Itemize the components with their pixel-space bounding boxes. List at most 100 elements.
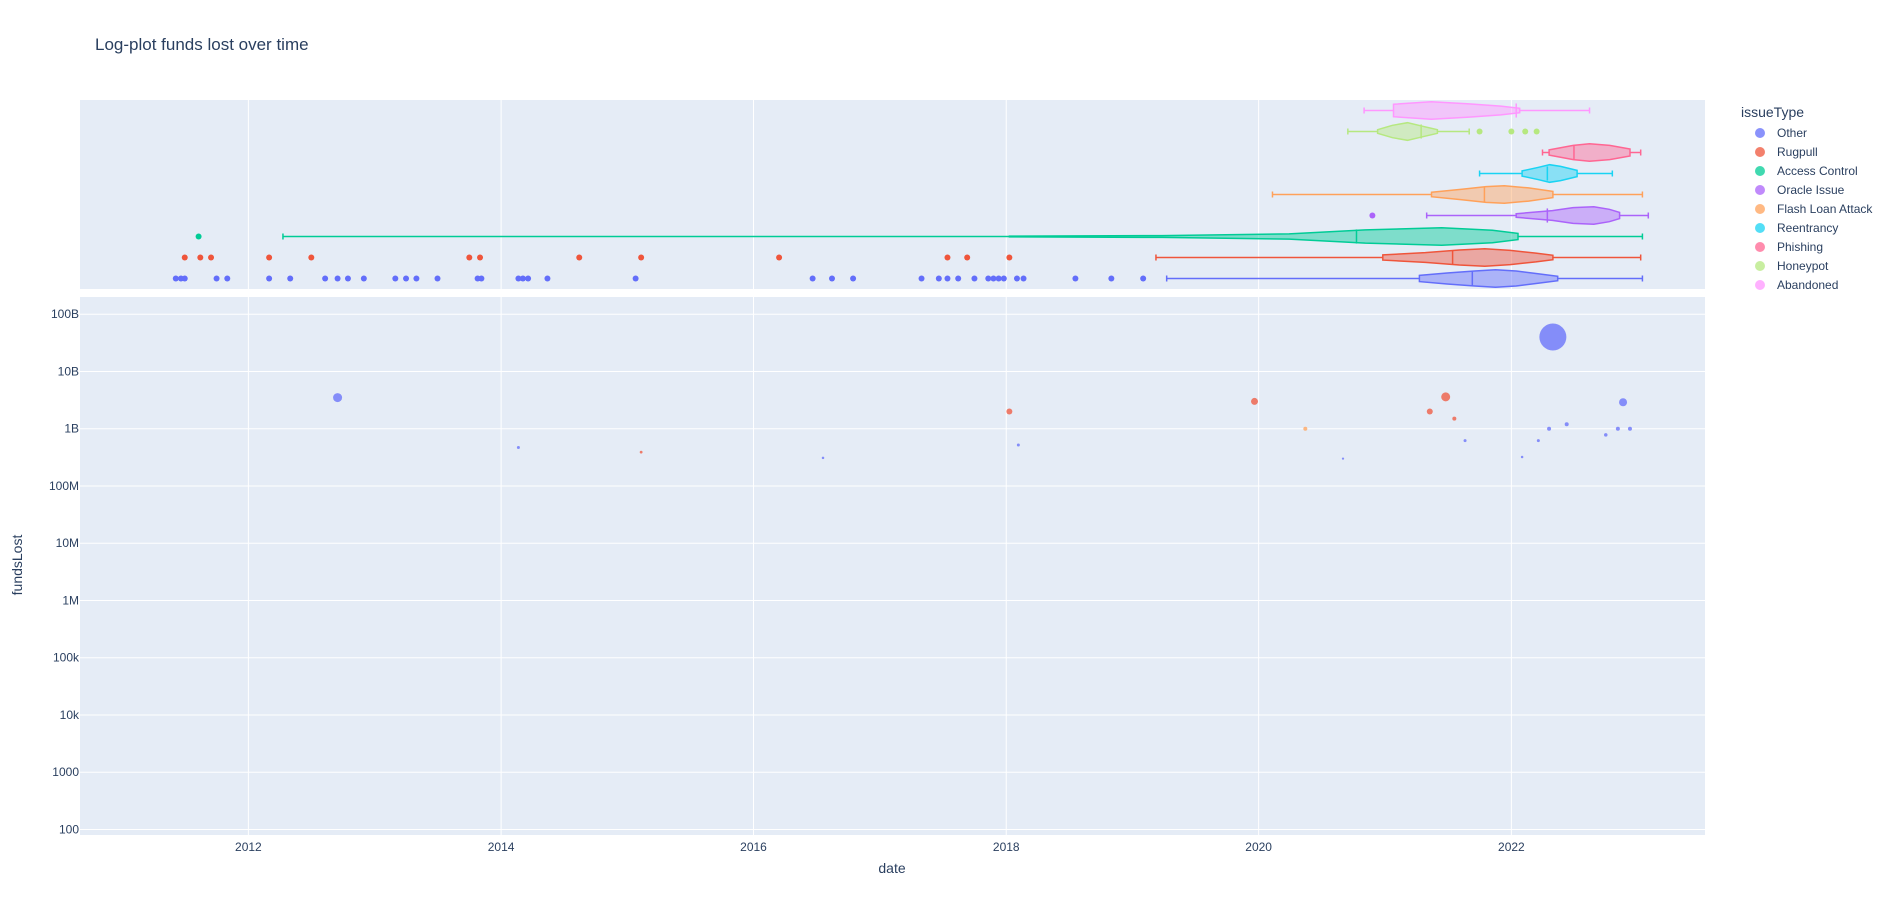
violin-body <box>1515 205 1621 226</box>
rug-point-other <box>344 275 351 282</box>
y-tick-label: 10k <box>60 708 80 722</box>
main-plot-area <box>80 297 1705 835</box>
rug-point-other <box>1108 275 1115 282</box>
data-point-flash-loan-attack[interactable] <box>1303 426 1308 431</box>
rug-point-other <box>287 275 294 282</box>
rug-point-honeypot <box>1508 128 1515 135</box>
violin-body <box>1418 268 1559 289</box>
rug-point-rugpull <box>181 254 188 261</box>
y-tick-label: 1000 <box>52 765 79 779</box>
y-tick-label: 100M <box>49 479 79 493</box>
x-tick-label: 2014 <box>488 840 515 854</box>
violin-body <box>1548 142 1631 163</box>
axis-ticks: 2012 2014 2016 2018 2020 2022 100B 10B 1B 100M 10M… <box>49 307 1525 854</box>
legend-title: issueType <box>1741 104 1804 120</box>
legend-label: Access Control <box>1777 164 1858 178</box>
rug-point-other <box>213 275 220 282</box>
data-point-other[interactable] <box>1627 426 1632 431</box>
rug-point-other <box>360 275 367 282</box>
rug-point-other <box>181 275 188 282</box>
data-point-rugpull[interactable] <box>1452 416 1457 421</box>
legend-item-oracle-issue[interactable]: Oracle Issue <box>1755 183 1845 197</box>
data-point-rugpull[interactable] <box>1006 408 1013 415</box>
data-point-other[interactable] <box>821 456 825 460</box>
violin-body <box>1382 247 1554 268</box>
data-point-other[interactable] <box>1547 426 1552 431</box>
rug-point-other <box>519 275 526 282</box>
legend-marker <box>1755 128 1765 138</box>
x-tick-label: 2012 <box>235 840 262 854</box>
marginal-violins <box>282 100 1650 289</box>
legend-item-reentrancy[interactable]: Reentrancy <box>1755 221 1838 235</box>
rug-point-other <box>995 275 1002 282</box>
data-point-rugpull[interactable] <box>1426 408 1433 415</box>
rug-point-other <box>515 275 522 282</box>
rug-point-other <box>809 275 816 282</box>
x-axis-title: date <box>878 860 905 876</box>
data-point-rugpull[interactable] <box>1250 397 1258 405</box>
data-point-rugpull[interactable] <box>1441 392 1451 402</box>
rug-point-other <box>392 275 399 282</box>
data-point-other[interactable] <box>1341 457 1345 460</box>
data-point-other[interactable] <box>1619 398 1628 407</box>
data-point-other[interactable] <box>1539 323 1567 351</box>
rug-point-other <box>944 275 951 282</box>
rug-point-rugpull <box>964 254 971 261</box>
y-tick-label: 1B <box>64 422 79 436</box>
legend-label: Oracle Issue <box>1777 183 1845 197</box>
data-point-other[interactable] <box>1564 422 1569 427</box>
rug-point-other <box>828 275 835 282</box>
rug-point-rugpull <box>576 254 583 261</box>
rug-point-oracle-issue <box>1369 212 1376 219</box>
legend-item-rugpull[interactable]: Rugpull <box>1755 145 1818 159</box>
gridlines <box>80 100 1705 835</box>
x-tick-label: 2022 <box>1498 840 1525 854</box>
marginal-rug-points <box>172 128 1540 282</box>
rug-point-other <box>1013 275 1020 282</box>
y-axis-title: fundsLost <box>9 535 25 596</box>
legend-label: Honeypot <box>1777 259 1829 273</box>
violin-other <box>1165 268 1644 289</box>
rug-point-rugpull <box>466 254 473 261</box>
rug-point-other <box>918 275 925 282</box>
rug-point-access-control <box>195 233 202 240</box>
y-tick-label: 10B <box>58 364 79 378</box>
rug-point-other <box>1000 275 1007 282</box>
chart-title: Log-plot funds lost over time <box>95 35 309 54</box>
legend-marker <box>1755 147 1765 157</box>
legend-item-other[interactable]: Other <box>1755 126 1807 140</box>
violin-access-control <box>282 226 1644 247</box>
violin-abandoned <box>1363 100 1591 121</box>
rug-point-other <box>935 275 942 282</box>
data-point-other[interactable] <box>1604 433 1608 437</box>
legend-item-flash-loan-attack[interactable]: Flash Loan Attack <box>1755 202 1873 216</box>
legend-label: Flash Loan Attack <box>1777 202 1873 216</box>
data-point-other[interactable] <box>1463 439 1467 443</box>
legend-marker <box>1755 261 1765 271</box>
legend-item-access-control[interactable]: Access Control <box>1755 164 1858 178</box>
legend-item-abandoned[interactable]: Abandoned <box>1755 278 1838 292</box>
data-point-other[interactable] <box>1536 439 1540 443</box>
data-point-other[interactable] <box>1016 443 1020 447</box>
legend-marker <box>1755 204 1765 214</box>
legend-item-phishing[interactable]: Phishing <box>1755 240 1823 254</box>
rug-point-rugpull <box>944 254 951 261</box>
legend-label: Phishing <box>1777 240 1823 254</box>
data-point-rugpull[interactable] <box>639 450 643 454</box>
rug-point-other <box>172 275 179 282</box>
rug-point-other <box>632 275 639 282</box>
data-point-other[interactable] <box>516 445 520 449</box>
legend-marker <box>1755 185 1765 195</box>
data-point-other[interactable] <box>1615 426 1620 431</box>
legend-marker <box>1755 280 1765 290</box>
rug-point-other <box>478 275 485 282</box>
rug-point-other <box>413 275 420 282</box>
rug-point-other <box>434 275 441 282</box>
rug-point-rugpull <box>208 254 215 261</box>
rug-point-other <box>1140 275 1147 282</box>
rug-point-rugpull <box>776 254 783 261</box>
data-point-other[interactable] <box>333 393 343 403</box>
legend-item-honeypot[interactable]: Honeypot <box>1755 259 1829 273</box>
data-point-other[interactable] <box>1520 455 1524 459</box>
x-tick-label: 2020 <box>1245 840 1272 854</box>
